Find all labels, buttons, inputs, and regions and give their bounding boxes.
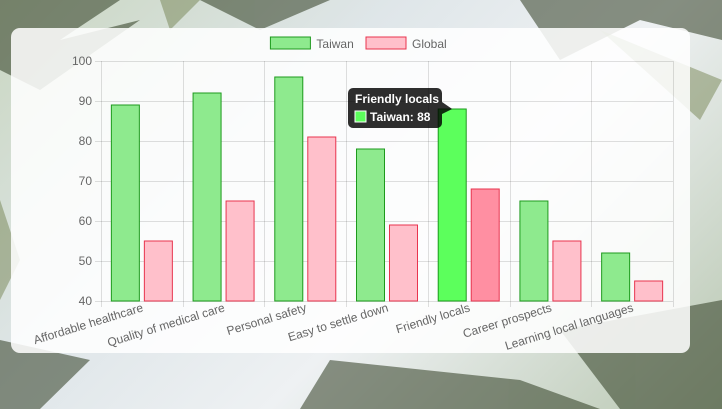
bar-taiwan[interactable] bbox=[110, 104, 140, 302]
y-tick-label: 100 bbox=[72, 54, 92, 68]
bar-global[interactable] bbox=[225, 200, 255, 302]
y-tick-label: 60 bbox=[79, 214, 93, 228]
bar-taiwan[interactable] bbox=[356, 148, 385, 302]
grid-lines bbox=[95, 61, 674, 307]
legend-label: Global bbox=[412, 37, 447, 51]
bar-taiwan[interactable] bbox=[519, 200, 549, 302]
y-tick-label: 50 bbox=[79, 254, 93, 268]
tooltip-swatch bbox=[354, 110, 367, 123]
x-tick-label: Friendly locals bbox=[394, 300, 471, 336]
tooltip-label: Taiwan: 88 bbox=[370, 110, 431, 124]
bar-global[interactable] bbox=[307, 136, 337, 302]
tooltip-box bbox=[348, 88, 442, 128]
legend-swatch bbox=[365, 36, 407, 50]
bar-taiwan[interactable] bbox=[437, 108, 467, 302]
bar-global[interactable] bbox=[389, 224, 418, 302]
tooltip: Friendly locals Taiwan: 88 bbox=[348, 88, 453, 128]
bar-global[interactable] bbox=[552, 240, 582, 302]
legend: Taiwan Global bbox=[269, 36, 447, 51]
legend-swatch bbox=[269, 36, 311, 50]
bar-taiwan[interactable] bbox=[601, 252, 631, 302]
bars bbox=[110, 76, 664, 302]
y-tick-label: 70 bbox=[79, 174, 93, 188]
tooltip-caret bbox=[442, 102, 453, 114]
y-tick-label: 80 bbox=[79, 134, 93, 148]
legend-item-taiwan[interactable]: Taiwan bbox=[269, 36, 354, 51]
y-tick-label: 40 bbox=[79, 294, 93, 308]
y-axis: 40 50 60 70 80 90 100 bbox=[72, 54, 92, 308]
y-tick-label: 90 bbox=[79, 94, 93, 108]
legend-label: Taiwan bbox=[316, 37, 353, 51]
legend-item-global[interactable]: Global bbox=[365, 36, 447, 51]
bar-taiwan[interactable] bbox=[192, 92, 222, 302]
tooltip-title: Friendly locals bbox=[355, 92, 439, 106]
bar-global[interactable] bbox=[470, 188, 500, 302]
bar-taiwan[interactable] bbox=[274, 76, 304, 302]
bar-global[interactable] bbox=[634, 280, 664, 302]
bar-global[interactable] bbox=[143, 240, 173, 302]
